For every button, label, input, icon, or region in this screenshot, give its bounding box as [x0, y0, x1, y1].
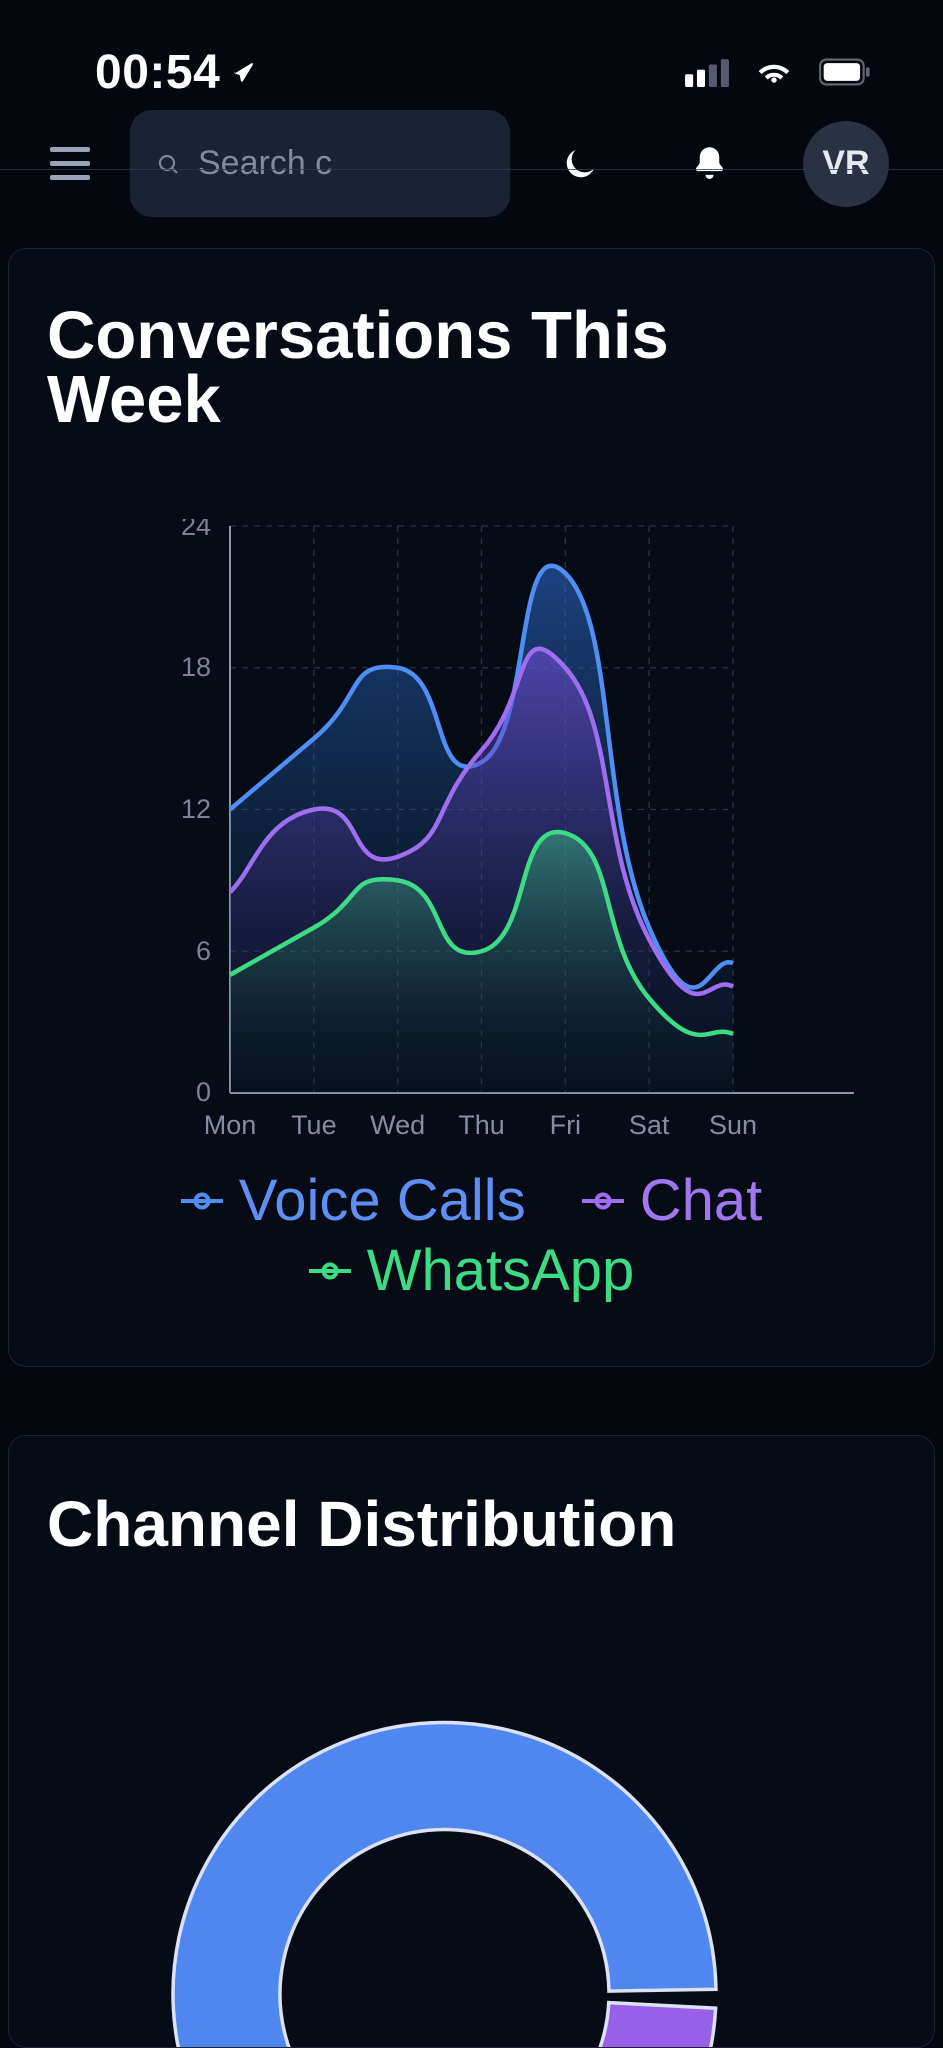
svg-text:6: 6 [196, 936, 211, 966]
svg-text:Tue: Tue [291, 1110, 337, 1140]
svg-text:18: 18 [181, 652, 211, 682]
svg-text:Mon: Mon [204, 1110, 257, 1140]
svg-text:Wed: Wed [370, 1110, 425, 1140]
svg-text:Sat: Sat [629, 1110, 670, 1140]
svg-text:24: 24 [181, 519, 211, 541]
svg-text:0: 0 [196, 1077, 211, 1107]
svg-text:Sun: Sun [709, 1110, 757, 1140]
svg-text:12: 12 [181, 794, 211, 824]
svg-text:Thu: Thu [458, 1110, 505, 1140]
svg-text:Fri: Fri [550, 1110, 581, 1140]
